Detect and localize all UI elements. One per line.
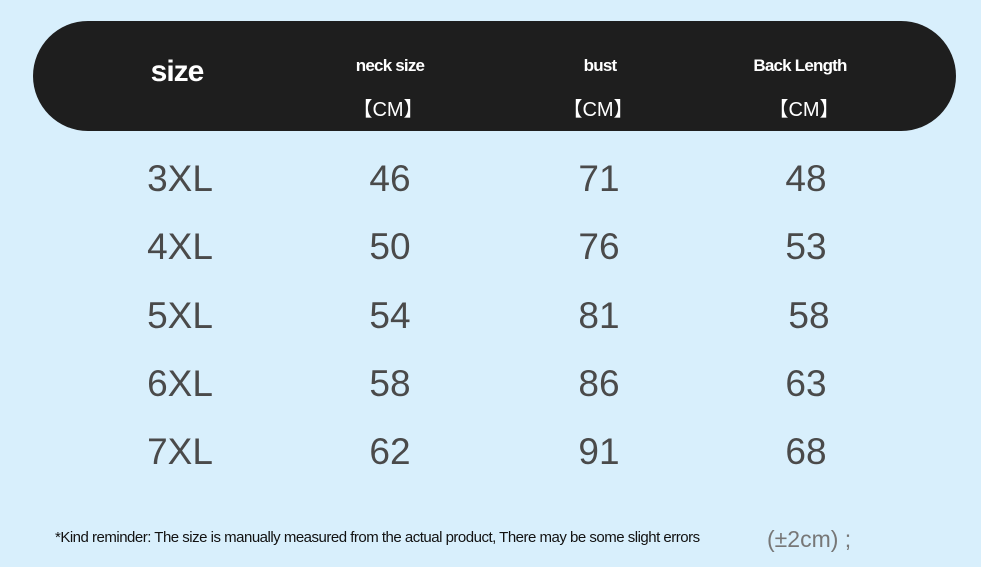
header-bust-unit: 【CM】 [562,99,634,121]
cell-back: 58 [788,295,830,336]
cell-size: 4XL [147,226,213,267]
header-size: size [150,55,205,88]
cell-back: 63 [785,363,827,404]
cell-bust: 76 [578,226,620,267]
cell-size: 6XL [147,363,213,404]
cell-back: 68 [785,431,827,472]
cell-back: 48 [785,158,827,199]
cell-neck: 54 [369,295,411,336]
header-bust: bust [583,56,617,75]
tolerance-note: (±2cm) ; [767,526,852,552]
cell-neck: 50 [369,226,411,267]
header-neck-size: neck size [355,56,425,75]
header-neck-unit: 【CM】 [352,99,424,121]
cell-neck: 58 [369,363,411,404]
cell-neck: 46 [369,158,411,199]
cell-neck: 62 [369,431,411,472]
cell-size: 5XL [147,295,213,336]
header-back-unit: 【CM】 [768,99,840,121]
cell-bust: 71 [578,158,620,199]
cell-size: 7XL [147,431,213,472]
cell-size: 3XL [147,158,213,199]
cell-bust: 86 [578,363,620,404]
cell-bust: 81 [578,295,620,336]
kind-reminder-note: *Kind reminder: The size is manually mea… [55,529,700,546]
cell-back: 53 [785,226,827,267]
cell-bust: 91 [578,431,620,472]
header-back-length: Back Length [753,56,847,75]
table-header: size neck size 【CM】 bust 【CM】 Back Lengt… [33,21,956,131]
